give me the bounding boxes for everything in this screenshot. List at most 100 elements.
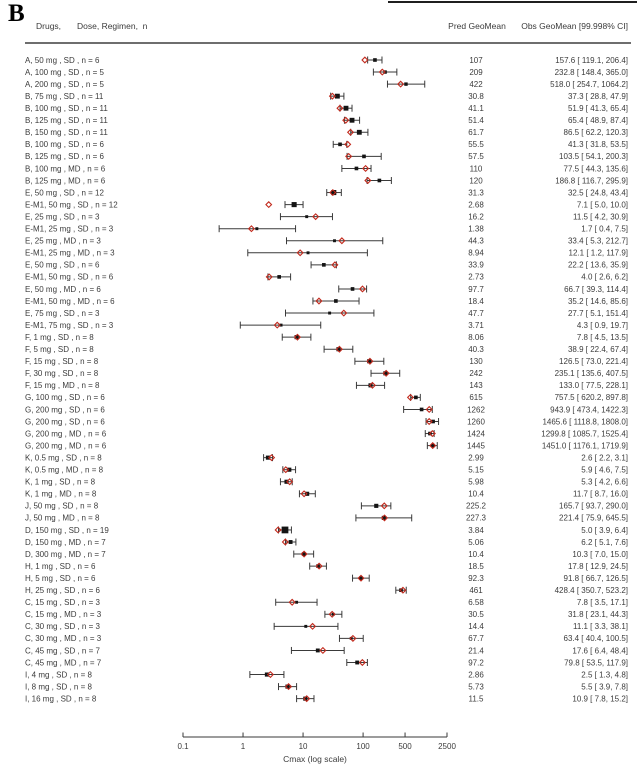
forest-row: B, 125 mg , MD , n = 6 120 186.8 [ 116.7, … xyxy=(25,176,628,185)
pred-value: 209 xyxy=(469,68,483,77)
row-label: B, 100 mg , SD , n = 11 xyxy=(25,104,108,113)
pred-value: 1.38 xyxy=(468,225,484,234)
pred-diamond xyxy=(266,670,275,679)
obs-value: 186.8 [ 116.7, 295.9] xyxy=(555,176,628,185)
forest-row: J, 50 mg , SD , n = 8 225.2 165.7 [ 93.7, … xyxy=(25,502,628,511)
pred-diamond xyxy=(315,562,323,570)
row-label: G, 200 mg , MD , n = 6 xyxy=(25,441,107,450)
obs-value: 11.1 [ 3.3, 38.1] xyxy=(573,622,628,631)
pred-value: 8.06 xyxy=(468,333,484,342)
pred-diamond xyxy=(342,116,350,124)
obs-value: 5.0 [ 3.9, 6.4] xyxy=(581,526,628,535)
pred-diamond xyxy=(397,80,405,88)
obs-square xyxy=(288,540,293,544)
obs-value: 65.4 [ 48.9, 87.4] xyxy=(568,116,628,125)
pred-value: 33.9 xyxy=(468,261,484,270)
pred-value: 40.3 xyxy=(468,345,484,354)
pred-diamond xyxy=(364,176,372,185)
row-label: G, 200 mg , SD , n = 6 xyxy=(25,417,105,426)
pred-value: 44.3 xyxy=(468,237,484,246)
pred-value: 1424 xyxy=(467,429,485,438)
pred-value: 130 xyxy=(469,357,483,366)
obs-value: 1465.6 [ 1118.8, 1808.0] xyxy=(542,417,628,426)
x-tick-label: 500 xyxy=(398,742,412,751)
pred-diamond xyxy=(361,164,370,173)
obs-square xyxy=(277,275,281,279)
pred-value: 47.7 xyxy=(468,309,484,318)
pred-diamond xyxy=(300,550,308,558)
pred-value: 6.58 xyxy=(468,598,484,607)
row-label: E-M1, 50 mg , SD , n = 6 xyxy=(25,273,114,282)
obs-square xyxy=(338,142,342,147)
obs-square xyxy=(303,696,308,701)
row-label: C, 15 mg , MD , n = 3 xyxy=(25,610,102,619)
forest-row: G, 100 mg , SD , n = 6 615 757.5 [ 620.2, … xyxy=(25,393,628,402)
header-rule xyxy=(25,42,631,44)
panel-label: B xyxy=(8,0,25,27)
obs-square xyxy=(334,299,338,303)
pred-value: 10.4 xyxy=(468,550,484,559)
forest-row: D, 300 mg , MD , n = 7 10.4 10.3 [ 7.0, 15… xyxy=(25,550,628,559)
pred-value: 2.86 xyxy=(468,670,484,679)
forest-row: E-M1, 75 mg , SD , n = 3 3.71 4.3 [ 0.9, 1… xyxy=(25,321,628,330)
forest-row: E-M1, 25 mg , MD , n = 3 8.94 12.1 [ 1.2, … xyxy=(25,249,628,258)
pred-value: 41.1 xyxy=(468,104,484,113)
row-label: I, 8 mg , SD , n = 8 xyxy=(25,682,92,691)
row-label: G, 200 mg , MD , n = 6 xyxy=(25,429,107,438)
obs-square xyxy=(316,564,320,568)
forest-row: H, 25 mg , SD , n = 6 461 428.4 [ 350.7, 5… xyxy=(25,586,628,595)
pred-diamond xyxy=(336,104,344,112)
obs-value: 11.7 [ 8.7, 16.0] xyxy=(573,490,628,499)
obs-value: 6.2 [ 5.1, 7.6] xyxy=(581,538,628,547)
pred-diamond xyxy=(331,261,339,269)
forest-row: F, 30 mg , SD , n = 8 242 235.1 [ 135.6, 4… xyxy=(25,369,628,378)
pred-diamond xyxy=(268,454,276,462)
pred-diamond xyxy=(274,526,282,534)
obs-square xyxy=(331,190,337,196)
row-label: B, 125 mg , SD , n = 11 xyxy=(25,116,108,125)
pred-value: 14.4 xyxy=(468,622,484,631)
pred-value: 57.5 xyxy=(468,152,484,161)
pred-value: 67.7 xyxy=(468,634,484,643)
row-label: A, 200 mg , SD , n = 5 xyxy=(25,80,104,89)
forest-row: D, 150 mg , SD , n = 19 3.84 5.0 [ 3.9, 6.… xyxy=(25,526,628,535)
obs-square xyxy=(306,251,310,255)
obs-value: 103.5 [ 54.1, 200.3] xyxy=(559,152,628,161)
row-label: E-M1, 25 mg , SD , n = 3 xyxy=(25,225,114,234)
pred-diamond xyxy=(300,490,308,498)
forest-row: B, 75 mg , SD , n = 11 30.8 37.3 [ 28.8, 4… xyxy=(25,92,628,101)
pred-diamond xyxy=(247,225,256,233)
pred-value: 615 xyxy=(469,393,483,402)
row-label: B, 75 mg , SD , n = 11 xyxy=(25,92,104,101)
forest-row: E, 25 mg , MD , n = 3 44.3 33.4 [ 5.3, 212… xyxy=(25,237,628,246)
pred-diamond xyxy=(346,128,355,136)
forest-row: K, 0.5 mg , MD , n = 8 5.15 5.9 [ 4.6, 7.5… xyxy=(25,466,628,475)
row-label: H, 25 mg , SD , n = 6 xyxy=(25,586,100,595)
forest-row: A, 200 mg , SD , n = 5 422 518.0 [ 254.7, … xyxy=(25,80,628,89)
forest-row: I, 4 mg , SD , n = 8 2.86 2.5 [ 1.3, 4.8] xyxy=(25,670,628,679)
row-label: E, 50 mg , MD , n = 6 xyxy=(25,285,101,294)
obs-value: 1451.0 [ 1176.1, 1719.9] xyxy=(542,441,628,450)
obs-square xyxy=(343,105,349,111)
pred-diamond xyxy=(284,683,293,691)
obs-square xyxy=(399,588,403,593)
row-label: B, 150 mg , SD , n = 11 xyxy=(25,128,108,137)
pred-diamond xyxy=(328,610,336,618)
obs-value: 10.3 [ 7.0, 15.0] xyxy=(572,550,628,559)
obs-square xyxy=(356,129,362,135)
forest-row: E, 50 mg , SD , n = 6 33.9 22.2 [ 13.6, 35… xyxy=(25,261,628,270)
obs-square xyxy=(383,371,388,376)
obs-value: 41.3 [ 31.8, 53.5] xyxy=(568,140,628,149)
obs-value: 79.8 [ 53.5, 117.9] xyxy=(564,658,628,667)
x-tick-label: 2500 xyxy=(438,742,456,751)
x-tick-label: 1 xyxy=(241,742,246,751)
obs-square xyxy=(359,576,363,580)
pred-diamond xyxy=(281,538,289,546)
row-label: J, 50 mg , MD , n = 8 xyxy=(25,514,100,523)
pred-diamond xyxy=(265,201,273,209)
obs-square xyxy=(336,347,341,352)
obs-value: 5.9 [ 4.6, 7.5] xyxy=(581,466,628,475)
obs-square xyxy=(354,166,359,171)
